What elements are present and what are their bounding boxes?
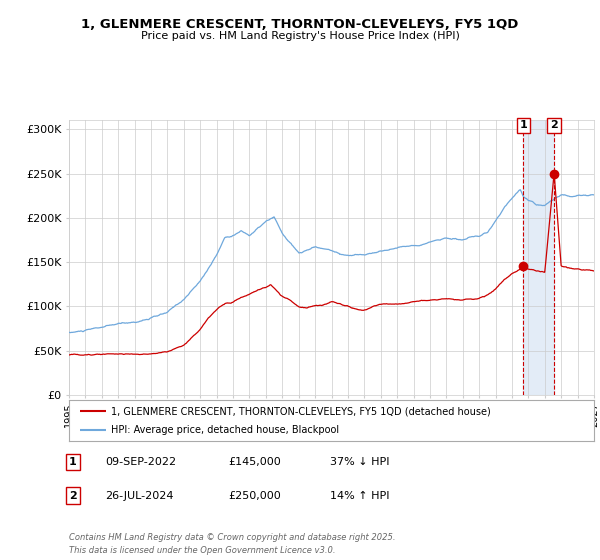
Text: 37% ↓ HPI: 37% ↓ HPI: [330, 457, 389, 467]
Text: 1: 1: [69, 457, 77, 467]
Text: 14% ↑ HPI: 14% ↑ HPI: [330, 491, 389, 501]
Text: This data is licensed under the Open Government Licence v3.0.: This data is licensed under the Open Gov…: [69, 546, 335, 555]
Text: 26-JUL-2024: 26-JUL-2024: [105, 491, 173, 501]
Text: Contains HM Land Registry data © Crown copyright and database right 2025.: Contains HM Land Registry data © Crown c…: [69, 533, 395, 542]
Bar: [523, 120, 554, 395]
Text: 2: 2: [69, 491, 77, 501]
Text: 2: 2: [550, 120, 558, 130]
Text: Price paid vs. HM Land Registry's House Price Index (HPI): Price paid vs. HM Land Registry's House …: [140, 31, 460, 41]
Text: 1, GLENMERE CRESCENT, THORNTON-CLEVELEYS, FY5 1QD: 1, GLENMERE CRESCENT, THORNTON-CLEVELEYS…: [82, 18, 518, 31]
Text: 1, GLENMERE CRESCENT, THORNTON-CLEVELEYS, FY5 1QD (detached house): 1, GLENMERE CRESCENT, THORNTON-CLEVELEYS…: [111, 407, 491, 416]
Text: 09-SEP-2022: 09-SEP-2022: [105, 457, 176, 467]
Text: £145,000: £145,000: [228, 457, 281, 467]
Text: 1: 1: [520, 120, 527, 130]
Text: £250,000: £250,000: [228, 491, 281, 501]
Text: HPI: Average price, detached house, Blackpool: HPI: Average price, detached house, Blac…: [111, 425, 339, 435]
